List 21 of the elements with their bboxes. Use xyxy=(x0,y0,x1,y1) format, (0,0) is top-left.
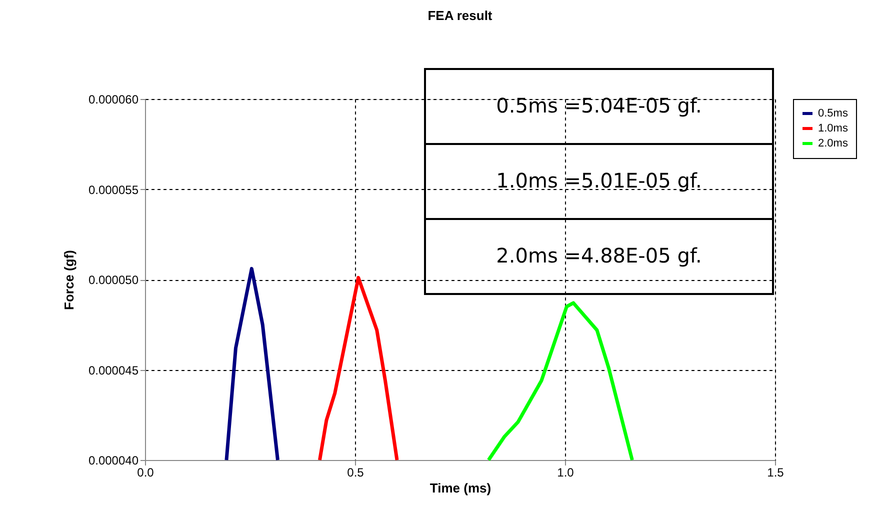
annotation: 0.5ms =5.04E-05 gf. xyxy=(496,94,702,118)
x-tick-label: 0.0 xyxy=(137,466,154,480)
x-tick-label: 1.0 xyxy=(557,466,574,480)
y-tick-label: 0.000060 xyxy=(88,92,139,106)
x-tick-label: 0.5 xyxy=(347,466,364,480)
y-axis-title: Force (gf) xyxy=(61,250,76,310)
y-tick-label: 0.000040 xyxy=(88,454,139,468)
line-series xyxy=(318,276,399,462)
x-axis-title: Time (ms) xyxy=(430,480,492,496)
chart-title: FEA result xyxy=(428,8,493,23)
x-tick-label: 1.5 xyxy=(767,466,784,480)
legend-label: 0.5ms xyxy=(818,108,848,120)
annotation: 1.0ms =5.01E-05 gf. xyxy=(496,168,702,192)
y-tick-label: 0.000055 xyxy=(88,182,139,197)
line-series xyxy=(486,301,634,462)
y-tick-label: 0.000050 xyxy=(88,273,139,287)
y-tick-label: 0.000045 xyxy=(88,363,139,378)
legend-label: 1.0ms xyxy=(818,122,848,134)
line-series xyxy=(224,266,280,462)
annotation: 2.0ms =4.88E-05 gf. xyxy=(496,244,702,268)
legend-label: 2.0ms xyxy=(818,138,848,150)
